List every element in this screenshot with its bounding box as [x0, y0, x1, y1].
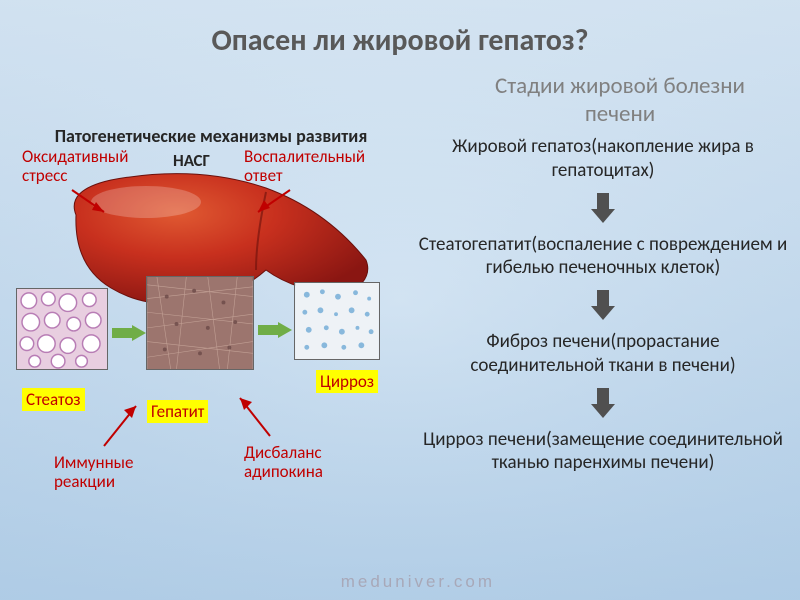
mech-arrow-icon: [70, 188, 110, 218]
stage-3: Фиброз печени(прорастание соединительной…: [418, 330, 788, 378]
mech-inflammatory: Воспалительный ответ: [244, 148, 394, 185]
mech-arrow-icon: [234, 392, 274, 440]
left-subtitle: Патогенетические механизмы развития: [36, 125, 386, 147]
down-arrow-icon: [591, 388, 615, 418]
mech-arrow-icon: [100, 400, 142, 450]
down-arrow-icon: [591, 290, 615, 320]
mech-oxidative-stress: Оксидативный стресс: [22, 148, 137, 185]
stage-1: Жировой гепатоз(накопление жира в гепато…: [418, 135, 788, 183]
stage-2: Стеатогепатит(воспаление с повреждением …: [418, 233, 788, 281]
histo-label-cirrhosis: Цирроз: [316, 370, 378, 393]
down-arrow-icon: [591, 193, 615, 223]
mech-arrow-icon: [250, 188, 294, 218]
mech-nash: НАСГ: [173, 150, 210, 171]
progress-arrow-icon: [112, 325, 146, 341]
stage-4: Цирроз печени(замещение соединительной т…: [418, 428, 788, 476]
histology-hepatitis: [146, 276, 254, 370]
page-title: Опасен ли жировой гепатоз?: [0, 22, 800, 59]
watermark: meduniver.com: [341, 572, 495, 592]
histo-label-hepatitis: Гепатит: [147, 400, 208, 423]
right-subtitle: Стадии жировой болезни печени: [470, 72, 770, 128]
mech-immune: Иммунные реакции: [54, 454, 164, 491]
histo-label-steatosis: Стеатоз: [22, 388, 85, 411]
mech-adipokine: Дисбаланс адипокина: [244, 444, 354, 481]
histology-steatosis: [16, 288, 108, 370]
progress-arrow-icon: [258, 322, 292, 338]
histology-cirrhosis: [294, 282, 380, 360]
stages-column: Жировой гепатоз(накопление жира в гепато…: [418, 135, 788, 475]
